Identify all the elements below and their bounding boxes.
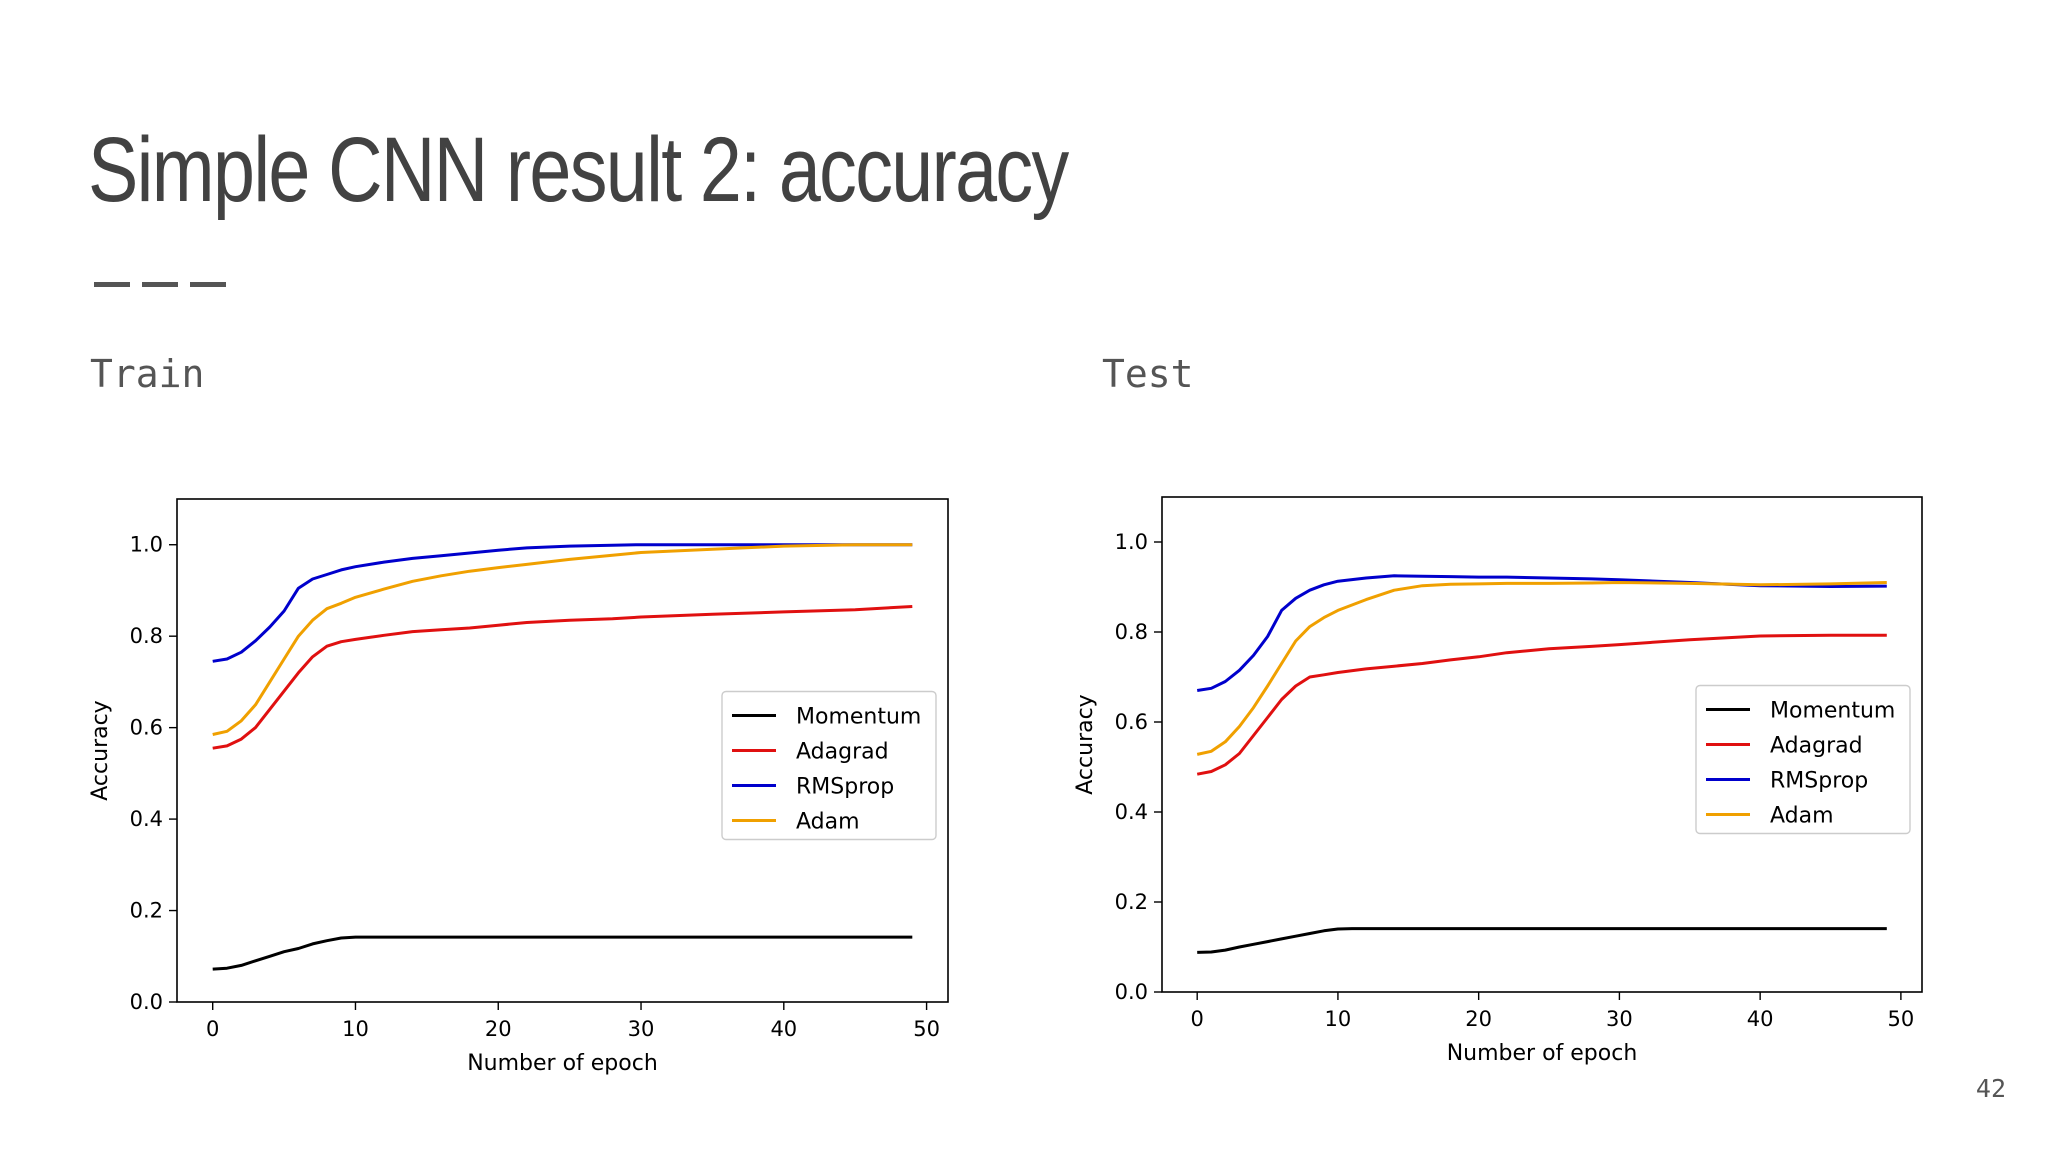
- series-line-momentum: [212, 935, 913, 971]
- y-tick-label: 0.8: [1115, 620, 1148, 644]
- series-line-momentum: [1197, 927, 1887, 954]
- x-tick-label: 50: [913, 1017, 940, 1041]
- legend-box: [1695, 684, 1911, 835]
- x-tick-label: 0: [206, 1017, 219, 1041]
- series-line-rmsprop: [1196, 574, 1887, 692]
- y-tick-label: 0.2: [1115, 890, 1148, 914]
- legend-label: Adagrad: [1770, 734, 1863, 759]
- y-tick-label: 1.0: [1115, 530, 1148, 554]
- y-tick-label: 0.0: [130, 990, 163, 1014]
- x-tick-label: 50: [1888, 1007, 1915, 1031]
- y-tick-label: 0.4: [130, 807, 163, 831]
- x-tick-label: 10: [342, 1017, 369, 1041]
- x-tick-label: 10: [1325, 1007, 1352, 1031]
- y-axis-label: Accuracy: [1073, 694, 1098, 794]
- series-line-adam: [212, 543, 913, 736]
- y-tick-label: 1.0: [130, 533, 163, 557]
- train-label: Train: [90, 352, 205, 396]
- x-tick-label: 30: [628, 1017, 655, 1041]
- legend-label: Adagrad: [796, 740, 889, 765]
- y-axis-label: Accuracy: [88, 700, 113, 800]
- y-tick-label: 0.6: [1115, 710, 1148, 734]
- y-tick-label: 0.0: [1115, 980, 1148, 1004]
- y-tick-label: 0.6: [130, 716, 163, 740]
- x-axis-label: Number of epoch: [1447, 1041, 1638, 1066]
- y-tick-label: 0.8: [130, 624, 163, 648]
- series-line-adagrad: [212, 605, 913, 750]
- x-tick-label: 20: [485, 1017, 512, 1041]
- plot-frame: [176, 498, 949, 1003]
- legend-label: Momentum: [796, 705, 921, 730]
- legend-label: RMSprop: [796, 775, 894, 800]
- series-line-adagrad: [1196, 633, 1887, 776]
- x-tick-label: 40: [1747, 1007, 1774, 1031]
- x-tick-label: 30: [1606, 1007, 1633, 1031]
- x-tick-label: 0: [1190, 1007, 1203, 1031]
- title-divider: [94, 282, 226, 287]
- legend-label: Momentum: [1770, 699, 1895, 724]
- series-line-adam: [1196, 581, 1887, 756]
- x-axis-label: Number of epoch: [467, 1051, 658, 1076]
- legend-box: [721, 690, 937, 841]
- y-tick-label: 0.4: [1115, 800, 1148, 824]
- y-tick-label: 0.2: [130, 899, 163, 923]
- legend-label: RMSprop: [1770, 769, 1868, 794]
- series-line-rmsprop: [212, 543, 913, 663]
- plot-frame: [1161, 496, 1923, 993]
- legend-label: Adam: [1770, 804, 1834, 829]
- page-number: 42: [1975, 1074, 2006, 1103]
- legend-label: Adam: [796, 810, 860, 835]
- test-label: Test: [1102, 352, 1194, 396]
- slide-title: Simple CNN result 2: accuracy: [88, 119, 1069, 221]
- x-tick-label: 40: [770, 1017, 797, 1041]
- x-tick-label: 20: [1465, 1007, 1492, 1031]
